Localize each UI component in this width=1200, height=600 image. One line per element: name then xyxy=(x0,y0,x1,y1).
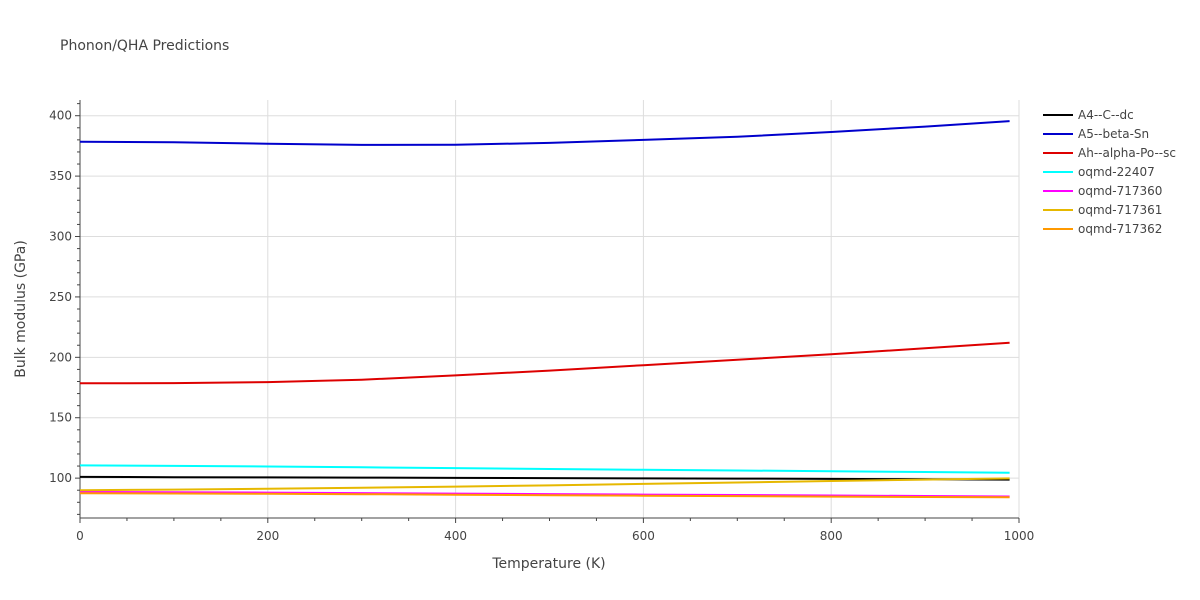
plot-lines xyxy=(79,120,1010,499)
legend-label: oqmd-22407 xyxy=(1078,165,1155,179)
legend[interactable]: A4--C--dc A5--beta-Sn Ah--alpha-Po--sc oqmd… xyxy=(1043,108,1176,236)
x-tick-label: 400 xyxy=(444,529,467,543)
y-axis-title: Bulk modulus (GPa) xyxy=(13,240,29,378)
y-tick-label: 150 xyxy=(49,411,72,425)
legend-label: A4--C--dc xyxy=(1078,108,1134,122)
series-line-6 xyxy=(79,477,1010,492)
x-tick-label: 1000 xyxy=(1004,529,1035,543)
x-tick-label: 0 xyxy=(76,529,84,543)
y-tick-label: 350 xyxy=(49,169,72,183)
chart-title: Phonon/QHA Predictions xyxy=(60,38,229,54)
legend-label: oqmd-717360 xyxy=(1078,184,1162,198)
axes: 100 150 200 250 300 350 400 0 200 400 600 800 1000 xyxy=(49,100,1034,543)
legend-item-1[interactable]: A4--C--dc xyxy=(1043,108,1134,122)
grid xyxy=(80,100,1020,518)
x-tick-label: 200 xyxy=(256,529,279,543)
x-tick-label: 600 xyxy=(632,529,655,543)
series-line-3 xyxy=(79,341,1010,385)
legend-label: Ah--alpha-Po--sc xyxy=(1078,146,1176,160)
series-line-2 xyxy=(79,120,1010,146)
y-tick-label: 200 xyxy=(49,350,72,364)
legend-item-7[interactable]: oqmd-717362 xyxy=(1043,222,1162,236)
legend-item-3[interactable]: Ah--alpha-Po--sc xyxy=(1043,146,1176,160)
series-line-7 xyxy=(79,492,1010,499)
y-tick-label: 250 xyxy=(49,290,72,304)
legend-item-6[interactable]: oqmd-717361 xyxy=(1043,203,1162,217)
legend-label: oqmd-717362 xyxy=(1078,222,1162,236)
y-tick-label: 400 xyxy=(49,109,72,123)
legend-item-2[interactable]: A5--beta-Sn xyxy=(1043,127,1149,141)
legend-label: A5--beta-Sn xyxy=(1078,127,1149,141)
series-line-4 xyxy=(79,464,1010,474)
legend-item-5[interactable]: oqmd-717360 xyxy=(1043,184,1162,198)
legend-label: oqmd-717361 xyxy=(1078,203,1162,217)
y-tick-label: 100 xyxy=(49,471,72,485)
series-line-1 xyxy=(79,475,1010,481)
x-tick-label: 800 xyxy=(820,529,843,543)
series-line-5 xyxy=(79,491,1010,498)
x-axis-title: Temperature (K) xyxy=(491,556,605,572)
legend-item-4[interactable]: oqmd-22407 xyxy=(1043,165,1155,179)
y-tick-label: 300 xyxy=(49,230,72,244)
